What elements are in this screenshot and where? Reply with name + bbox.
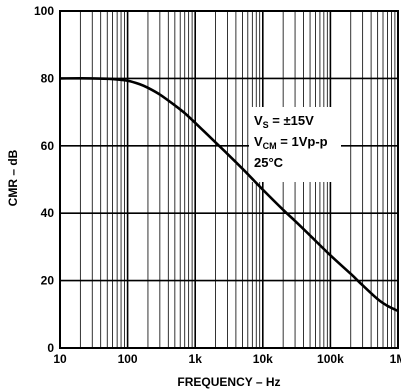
annotation-line-vs: VS = ±15V	[254, 113, 314, 130]
annotation-line-temperature: 25°C	[254, 155, 284, 170]
x-tick-label: 100k	[317, 352, 344, 366]
plot-frame	[59, 10, 399, 349]
x-tick-labels: 10 100 1k 10k 100k 1M	[53, 352, 401, 366]
annotation-background	[249, 107, 341, 182]
cmr-curve	[59, 77, 399, 313]
major-grid	[59, 10, 399, 349]
x-tick-label: 1M	[390, 352, 401, 366]
data-series	[59, 77, 399, 313]
vcm-subscript: CM	[263, 141, 277, 151]
x-tick-label: 10	[53, 352, 67, 366]
x-axis-label: FREQUENCY – Hz	[177, 375, 280, 389]
vcm-value: = 1Vp-p	[277, 134, 328, 149]
y-tick-label: 80	[41, 71, 55, 85]
y-tick-label: 40	[41, 206, 55, 220]
y-tick-labels: 0 20 40 60 80 100	[34, 4, 54, 355]
conditions-annotation: VS = ±15V VCM = 1Vp-p 25°C	[249, 107, 341, 182]
vs-subscript: S	[263, 120, 269, 130]
y-tick-label: 100	[34, 4, 54, 18]
vcm-symbol: V	[254, 134, 263, 149]
vs-symbol: V	[254, 113, 263, 128]
y-tick-label: 60	[41, 139, 55, 153]
annotation-line-vcm: VCM = 1Vp-p	[254, 134, 328, 151]
x-tick-label: 100	[118, 352, 138, 366]
y-tick-label: 20	[41, 274, 55, 288]
x-tick-label: 1k	[189, 352, 203, 366]
y-axis-label: CMR – dB	[6, 149, 20, 206]
vs-value: = ±15V	[269, 113, 314, 128]
x-tick-label: 10k	[253, 352, 273, 366]
y-tick-label: 0	[47, 341, 54, 355]
